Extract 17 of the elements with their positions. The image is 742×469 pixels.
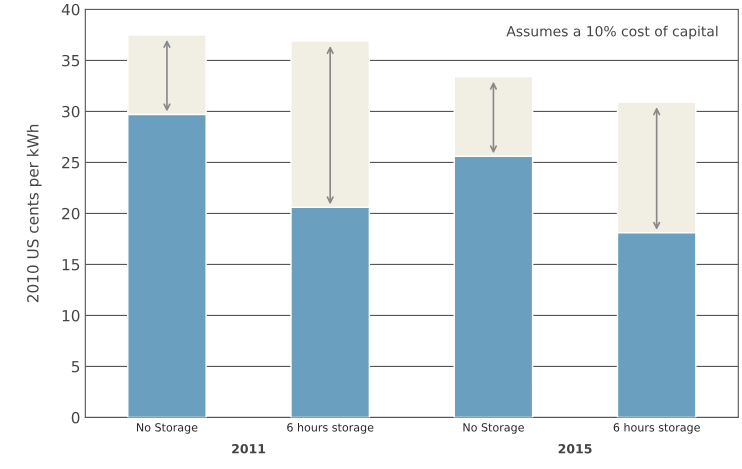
x-tick-label: No Storage [136, 423, 198, 434]
y-tick-label: 15 [62, 259, 80, 270]
annotation: Assumes a 10% cost of capital [506, 26, 718, 40]
y-tick-label: 40 [62, 4, 80, 16]
y-tick-label: 0 [72, 412, 80, 424]
x-tick-label: 6 hours storage [287, 422, 374, 434]
y-tick-label: 20 [62, 208, 80, 220]
y-axis-title: 2010 US cents per kWh [26, 124, 42, 302]
y-tick-label: 30 [62, 106, 80, 118]
y-tick-label: 10 [62, 310, 80, 322]
y-tick-label: 25 [62, 156, 80, 168]
y-tick-label: 35 [62, 54, 80, 66]
text: 2011 [232, 444, 266, 454]
text: 2015 [558, 444, 592, 454]
y-tick-label: 5 [72, 361, 80, 372]
x-tick-label: 6 hours storage [614, 422, 700, 434]
x-tick-label: No Storage [463, 423, 524, 434]
